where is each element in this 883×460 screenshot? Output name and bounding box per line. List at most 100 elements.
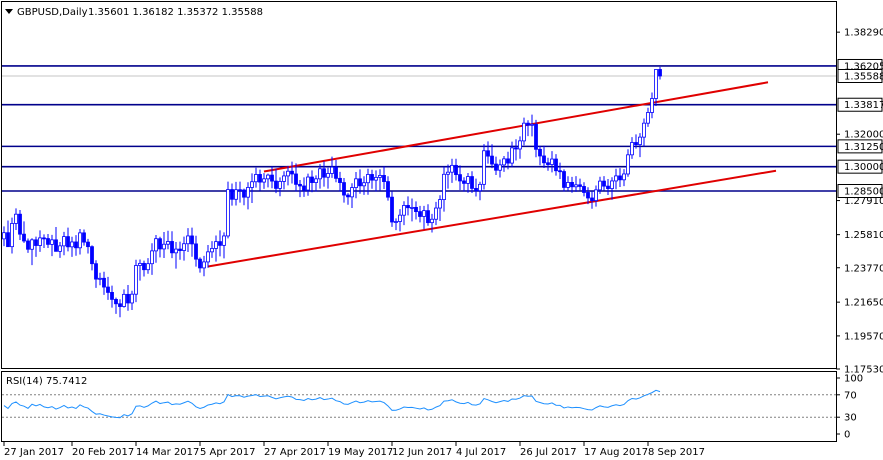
candle[interactable] — [150, 243, 154, 275]
candle[interactable] — [502, 155, 506, 172]
candle[interactable] — [446, 164, 450, 189]
candle[interactable] — [238, 181, 242, 203]
candle[interactable] — [26, 238, 30, 253]
candle[interactable] — [346, 193, 350, 205]
candle[interactable] — [338, 171, 342, 192]
candle[interactable] — [630, 137, 634, 159]
candle[interactable] — [298, 179, 302, 198]
candle[interactable] — [262, 173, 266, 189]
candle[interactable] — [538, 145, 542, 166]
candle[interactable] — [610, 177, 614, 200]
candle[interactable] — [402, 201, 406, 226]
candle[interactable] — [222, 232, 226, 259]
candle[interactable] — [290, 161, 294, 184]
candle[interactable] — [578, 178, 582, 191]
candle[interactable] — [450, 158, 454, 183]
candle[interactable] — [322, 161, 326, 187]
candle[interactable] — [302, 177, 306, 197]
candle[interactable] — [318, 164, 322, 189]
candle[interactable] — [250, 173, 254, 204]
candle[interactable] — [266, 173, 270, 188]
candle[interactable] — [54, 227, 58, 252]
candle[interactable] — [522, 117, 526, 146]
candle[interactable] — [642, 118, 646, 147]
candle[interactable] — [206, 245, 210, 268]
candle[interactable] — [590, 191, 594, 209]
candle[interactable] — [622, 169, 626, 187]
candle[interactable] — [510, 141, 514, 167]
candle[interactable] — [6, 220, 10, 248]
candle[interactable] — [422, 205, 426, 230]
candle[interactable] — [330, 156, 334, 178]
candle[interactable] — [14, 208, 18, 230]
candle[interactable] — [426, 204, 430, 226]
candle[interactable] — [394, 218, 398, 231]
candle[interactable] — [174, 241, 178, 269]
candle[interactable] — [202, 255, 206, 277]
candle[interactable] — [106, 276, 110, 300]
candle[interactable] — [162, 232, 166, 259]
candle[interactable] — [230, 183, 234, 206]
candle[interactable] — [354, 172, 358, 199]
candle[interactable] — [294, 163, 298, 192]
candle[interactable] — [490, 144, 494, 169]
candle[interactable] — [650, 92, 654, 119]
candle[interactable] — [334, 160, 338, 183]
candle[interactable] — [434, 201, 438, 226]
candle[interactable] — [326, 167, 330, 189]
candle[interactable] — [282, 171, 286, 190]
candle[interactable] — [466, 172, 470, 193]
candle[interactable] — [530, 114, 534, 137]
candle[interactable] — [406, 196, 410, 216]
candle[interactable] — [178, 241, 182, 260]
candle[interactable] — [542, 145, 546, 168]
candle[interactable] — [122, 289, 126, 308]
candle[interactable] — [478, 181, 482, 201]
candle[interactable] — [158, 236, 162, 258]
candle[interactable] — [310, 170, 314, 193]
candle[interactable] — [170, 231, 174, 259]
candle[interactable] — [134, 259, 138, 303]
candle[interactable] — [110, 285, 114, 308]
candle[interactable] — [506, 151, 510, 170]
candle[interactable] — [18, 209, 22, 241]
main-plot-frame[interactable] — [1, 1, 837, 369]
candle[interactable] — [462, 177, 466, 192]
candle[interactable] — [234, 181, 238, 206]
candle[interactable] — [218, 230, 222, 257]
candle[interactable] — [518, 136, 522, 159]
candle[interactable] — [130, 290, 134, 310]
candle[interactable] — [486, 141, 490, 164]
candle[interactable] — [214, 235, 218, 262]
candle[interactable] — [166, 230, 170, 250]
candle[interactable] — [558, 162, 562, 179]
candle[interactable] — [198, 257, 202, 273]
candle[interactable] — [306, 173, 310, 196]
candle[interactable] — [126, 284, 130, 311]
candle[interactable] — [430, 213, 434, 233]
candle[interactable] — [226, 181, 230, 239]
candle[interactable] — [70, 236, 74, 257]
candle[interactable] — [654, 69, 658, 106]
candle[interactable] — [186, 228, 190, 253]
candle[interactable] — [30, 238, 34, 266]
rsi-plot-frame[interactable] — [1, 371, 837, 442]
candle[interactable] — [614, 168, 618, 190]
candle[interactable] — [342, 178, 346, 203]
candle[interactable] — [638, 133, 642, 158]
candle[interactable] — [10, 217, 14, 254]
candle[interactable] — [242, 188, 246, 206]
candle[interactable] — [494, 156, 498, 175]
candle[interactable] — [314, 175, 318, 192]
candle[interactable] — [42, 234, 46, 248]
candle[interactable] — [90, 245, 94, 271]
candle[interactable] — [414, 201, 418, 220]
candle[interactable] — [94, 260, 98, 288]
candle[interactable] — [458, 165, 462, 191]
candle[interactable] — [350, 183, 354, 209]
candle[interactable] — [378, 169, 382, 191]
candle[interactable] — [498, 159, 502, 178]
candle[interactable] — [606, 178, 610, 196]
candle[interactable] — [58, 241, 62, 258]
candle[interactable] — [154, 234, 158, 263]
